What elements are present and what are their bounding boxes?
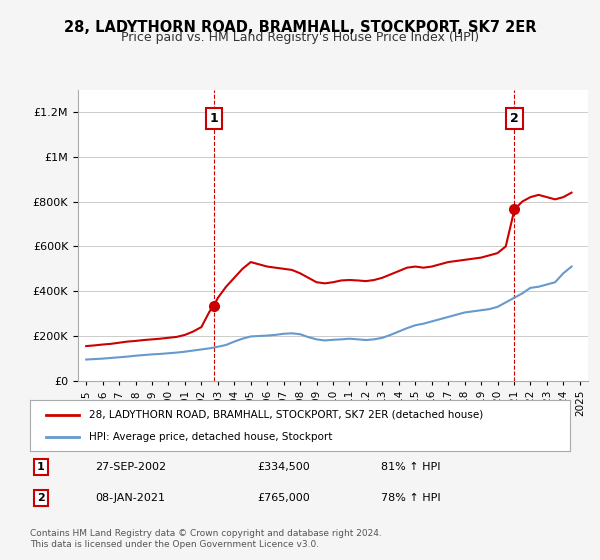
Text: £334,500: £334,500 <box>257 462 310 472</box>
Text: 28, LADYTHORN ROAD, BRAMHALL, STOCKPORT, SK7 2ER: 28, LADYTHORN ROAD, BRAMHALL, STOCKPORT,… <box>64 20 536 35</box>
Text: Price paid vs. HM Land Registry's House Price Index (HPI): Price paid vs. HM Land Registry's House … <box>121 31 479 44</box>
Text: 2: 2 <box>37 493 44 503</box>
Text: 1: 1 <box>209 112 218 125</box>
Text: 27-SEP-2002: 27-SEP-2002 <box>95 462 166 472</box>
Text: 78% ↑ HPI: 78% ↑ HPI <box>381 493 440 503</box>
Text: HPI: Average price, detached house, Stockport: HPI: Average price, detached house, Stoc… <box>89 432 333 442</box>
Text: 2: 2 <box>510 112 519 125</box>
Text: 28, LADYTHORN ROAD, BRAMHALL, STOCKPORT, SK7 2ER (detached house): 28, LADYTHORN ROAD, BRAMHALL, STOCKPORT,… <box>89 409 484 419</box>
Text: 1: 1 <box>37 462 44 472</box>
Text: 08-JAN-2021: 08-JAN-2021 <box>95 493 165 503</box>
Text: 81% ↑ HPI: 81% ↑ HPI <box>381 462 440 472</box>
Text: Contains HM Land Registry data © Crown copyright and database right 2024.
This d: Contains HM Land Registry data © Crown c… <box>30 529 382 549</box>
Text: £765,000: £765,000 <box>257 493 310 503</box>
